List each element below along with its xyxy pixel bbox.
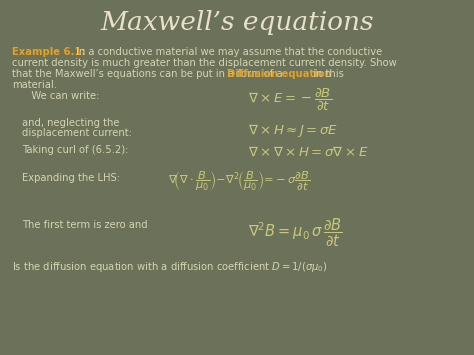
Text: and, neglecting the: and, neglecting the <box>22 118 119 128</box>
Text: in this: in this <box>310 69 344 79</box>
Text: $\nabla \times \nabla \times H = \sigma \nabla \times E$: $\nabla \times \nabla \times H = \sigma … <box>248 145 368 158</box>
Text: Maxwell’s equations: Maxwell’s equations <box>100 10 374 35</box>
Text: Expanding the LHS:: Expanding the LHS: <box>22 173 120 183</box>
Text: $\nabla \times E = -\dfrac{\partial B}{\partial t}$: $\nabla \times E = -\dfrac{\partial B}{\… <box>248 87 332 113</box>
Text: $\nabla^2 B = \mu_0\,\sigma\,\dfrac{\partial B}{\partial t}$: $\nabla^2 B = \mu_0\,\sigma\,\dfrac{\par… <box>248 216 343 248</box>
Text: The first term is zero and: The first term is zero and <box>22 220 147 230</box>
Text: $\nabla\!\left(\nabla\cdot\dfrac{B}{\mu_0}\right)\!-\!\nabla^2\!\left(\dfrac{B}{: $\nabla\!\left(\nabla\cdot\dfrac{B}{\mu_… <box>168 169 310 192</box>
Text: material.: material. <box>12 80 57 90</box>
Text: Example 6.1:: Example 6.1: <box>12 47 86 57</box>
Text: displacement current:: displacement current: <box>22 128 132 138</box>
Text: that the Maxwell’s equations can be put in a form of a: that the Maxwell’s equations can be put … <box>12 69 286 79</box>
Text: Diffusion equation: Diffusion equation <box>227 69 332 79</box>
Text: $\nabla \times H \approx J = \sigma E$: $\nabla \times H \approx J = \sigma E$ <box>248 122 338 139</box>
Text: In a conductive material we may assume that the conductive: In a conductive material we may assume t… <box>76 47 382 57</box>
Text: We can write:: We can write: <box>22 91 100 101</box>
Text: Is the diffusion equation with a diffusion coefficient $D = 1/(\sigma\mu_0)$: Is the diffusion equation with a diffusi… <box>12 260 328 274</box>
Text: Taking curl of (6.5.2):: Taking curl of (6.5.2): <box>22 145 128 155</box>
Text: current density is much greater than the displacement current density. Show: current density is much greater than the… <box>12 58 397 68</box>
